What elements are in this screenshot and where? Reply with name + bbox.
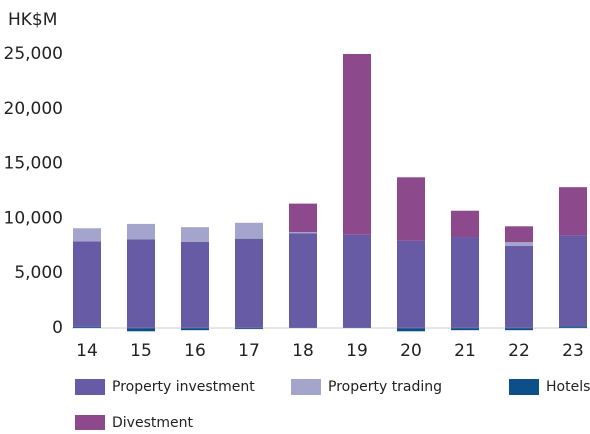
legend-swatch	[291, 379, 321, 395]
legend-swatch	[75, 415, 105, 431]
bar-segment	[451, 237, 479, 328]
y-tick-label: 25,000	[4, 44, 63, 64]
bar-segment	[289, 233, 317, 328]
y-tick-label: 20,000	[4, 99, 63, 119]
bar-segment	[181, 241, 209, 328]
legend-label: Divestment	[112, 415, 193, 430]
bar-segment	[73, 228, 101, 242]
x-tick-label: 17	[238, 341, 260, 361]
bar-segment	[289, 203, 317, 233]
bar-segment	[397, 240, 425, 328]
bar-segment	[343, 234, 371, 328]
bar-segment	[451, 210, 479, 238]
bar-segment	[505, 328, 533, 331]
y-tick-label: 15,000	[4, 154, 63, 174]
bar-segment	[505, 246, 533, 328]
x-tick-label: 19	[346, 341, 368, 361]
x-tick-label: 14	[76, 341, 98, 361]
bar-segment	[73, 241, 101, 327]
bar-segment	[127, 239, 155, 328]
bar-segment	[451, 328, 479, 331]
x-tick-label: 18	[292, 341, 314, 361]
bar-segment	[235, 222, 263, 239]
bar-segment	[181, 328, 209, 331]
bar-segment	[235, 238, 263, 328]
y-axis-label: HK$M	[8, 10, 57, 30]
bar-segment	[127, 328, 155, 332]
bar-segment	[505, 242, 533, 247]
x-tick-label: 21	[454, 341, 476, 361]
legend-label: Property investment	[112, 379, 255, 395]
bar-segment	[397, 328, 425, 332]
bar-segment	[559, 326, 587, 328]
x-tick-label: 16	[184, 341, 206, 361]
bar-segment	[397, 177, 425, 241]
bar-segment	[181, 227, 209, 242]
bar-segment	[289, 232, 317, 234]
bar-segment	[559, 235, 587, 327]
legend-swatch	[509, 379, 539, 395]
y-tick-label: 5,000	[14, 263, 63, 283]
legend-label: Hotels	[546, 379, 590, 395]
bar-segment	[127, 223, 155, 240]
bar-segment	[73, 326, 101, 328]
bar-segment	[505, 226, 533, 243]
bar-segment	[559, 187, 587, 236]
y-tick-label: 10,000	[4, 208, 63, 228]
x-tick-label: 23	[562, 341, 584, 361]
bar-segment	[235, 328, 263, 330]
y-tick-label: 0	[52, 318, 63, 338]
legend-swatch	[75, 379, 105, 395]
x-tick-label: 22	[508, 341, 530, 361]
legend-label: Property trading	[328, 379, 442, 395]
bar-segment	[343, 54, 371, 235]
x-tick-label: 20	[400, 341, 422, 361]
x-tick-label: 15	[130, 341, 152, 361]
